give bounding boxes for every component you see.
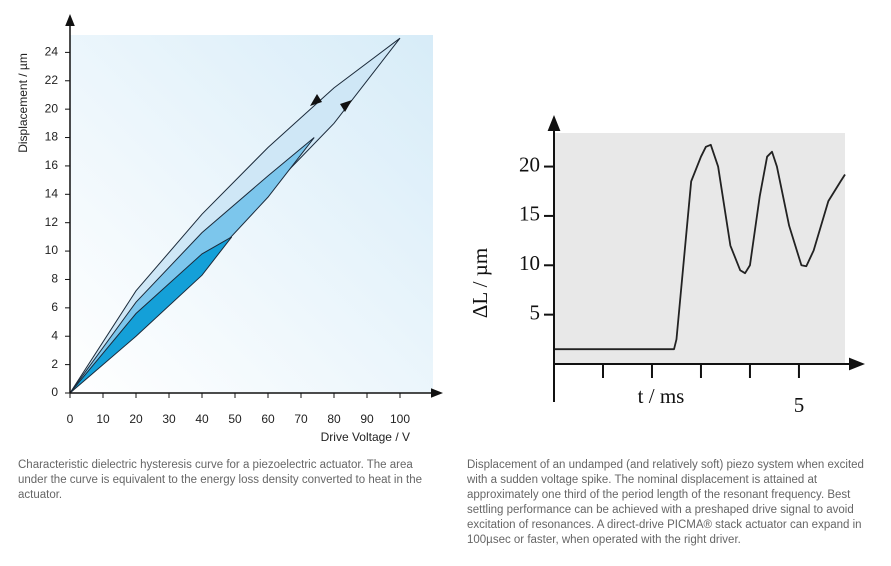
x-tick-label: 5 xyxy=(794,393,805,417)
y-tick-label: 6 xyxy=(51,300,58,314)
charts: 0 10 20 30 40 50 60 70 80 90 100024681012141618202… xyxy=(16,13,865,444)
y-tick-label: 15 xyxy=(519,202,540,226)
x-tick-label: 80 xyxy=(327,412,341,426)
hysteresis-chart: 0 10 20 30 40 50 60 70 80 90 100024681012141618202… xyxy=(16,13,443,444)
x-axis-label: t / ms xyxy=(638,384,685,408)
x-tick-label: 10 xyxy=(96,412,110,426)
y-tick-label: 12 xyxy=(45,215,59,229)
y-tick-label: 10 xyxy=(45,243,59,257)
y-tick-label: 10 xyxy=(519,251,540,275)
caption: Displacement of an undamped (and relativ… xyxy=(467,459,864,546)
y-tick-label: 8 xyxy=(51,272,58,286)
y-tick-label: 14 xyxy=(45,186,59,200)
x-tick-label: 60 xyxy=(261,412,275,426)
x-axis-label: Drive Voltage / V xyxy=(321,430,410,444)
x-tick-label: 100 xyxy=(390,412,410,426)
y-tick-label: 2 xyxy=(51,357,58,371)
y-tick-label: 20 xyxy=(45,101,59,115)
x-tick-label: 20 xyxy=(129,412,143,426)
y-tick-label: 4 xyxy=(51,328,58,342)
y-tick-label: 22 xyxy=(45,73,59,87)
y-tick-label: 5 xyxy=(530,300,541,324)
caption: Characteristic dielectric hysteresis cur… xyxy=(18,459,423,501)
x-tick-label: 0 xyxy=(67,412,74,426)
arrow xyxy=(310,94,322,106)
arrow xyxy=(340,100,352,112)
y-axis-label: Displacement / µm xyxy=(16,53,30,153)
hysteresis-loop xyxy=(69,236,233,394)
y-tick-label: 16 xyxy=(45,158,59,172)
y-tick-label: 0 xyxy=(51,385,58,399)
x-tick-label: 90 xyxy=(360,412,374,426)
y-tick-label: 18 xyxy=(45,130,59,144)
x-tick-label: 40 xyxy=(195,412,209,426)
y-tick-label: 24 xyxy=(45,45,59,59)
x-tick-label: 70 xyxy=(294,412,308,426)
plot-background xyxy=(554,133,845,364)
x-tick-label: 30 xyxy=(162,412,176,426)
step-response-chart: 5 5 10 15 20 t / ms ΔL / µm xyxy=(468,115,865,417)
x-tick-label: 50 xyxy=(228,412,242,426)
displacement-line xyxy=(554,143,846,351)
y-axis-label: ΔL / µm xyxy=(468,248,492,318)
y-tick-label: 20 xyxy=(519,152,540,176)
